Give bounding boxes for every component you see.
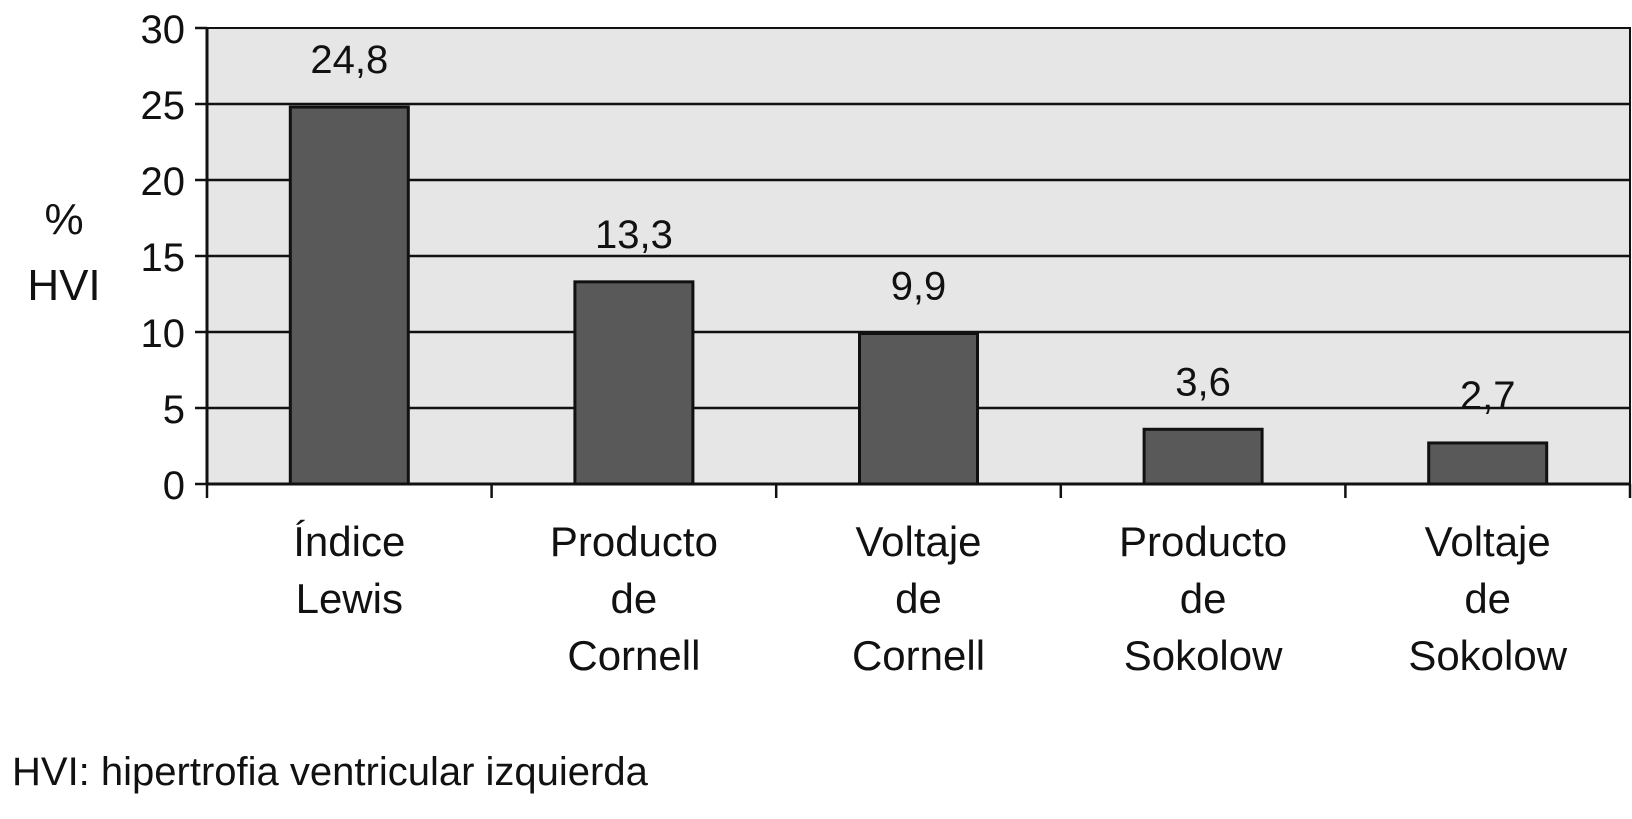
x-tick-label: Índice <box>293 518 405 565</box>
bar <box>1427 441 1549 486</box>
value-label: 24,8 <box>310 38 388 82</box>
x-tick-label: de <box>1180 575 1227 622</box>
bar <box>858 332 979 486</box>
y-axis-label-line-2: HVI <box>27 261 101 310</box>
y-tick-label: 25 <box>141 84 186 128</box>
value-label: 3,6 <box>1175 360 1231 404</box>
gridlines <box>207 102 1630 410</box>
bar <box>288 105 410 486</box>
bars <box>288 105 1549 486</box>
x-tick-label: Voltaje <box>1425 518 1551 565</box>
y-tick-label: 5 <box>163 388 185 432</box>
x-tick-label: Producto <box>550 518 718 565</box>
x-tick-label: Cornell <box>567 632 700 679</box>
y-tick-label: 20 <box>141 160 186 204</box>
x-tick-label: de <box>1464 575 1511 622</box>
value-labels: 24,8 13,3 9,9 3,6 2,7 <box>310 38 1515 418</box>
y-axis-label-line-1: % <box>44 195 84 244</box>
x-tick-labels: Índice Lewis Producto de Cornell Voltaje de Cor… <box>293 518 1567 679</box>
y-tick-label: 30 <box>141 8 186 52</box>
bar <box>1142 427 1264 486</box>
x-tick-label: Voltaje <box>855 518 981 565</box>
x-tick-label: Sokolow <box>1124 632 1283 679</box>
x-tick-label: Lewis <box>296 575 403 622</box>
bar <box>573 280 695 486</box>
y-tick-label: 15 <box>141 236 186 280</box>
x-tick-label: Producto <box>1119 518 1287 565</box>
x-tick-label: de <box>611 575 658 622</box>
x-tick-label: Cornell <box>852 632 985 679</box>
y-tick-label: 10 <box>141 312 186 356</box>
value-label: 2,7 <box>1460 374 1516 418</box>
y-tick-labels: 0 5 10 15 20 25 30 <box>141 8 207 508</box>
value-label: 9,9 <box>891 265 947 309</box>
y-tick-label: 0 <box>163 464 185 508</box>
x-tick-label: Sokolow <box>1408 632 1567 679</box>
x-tick-label: de <box>895 575 942 622</box>
value-label: 13,3 <box>595 213 673 257</box>
footnote: HVI: hipertrofia ventricular izquierda <box>12 750 648 794</box>
